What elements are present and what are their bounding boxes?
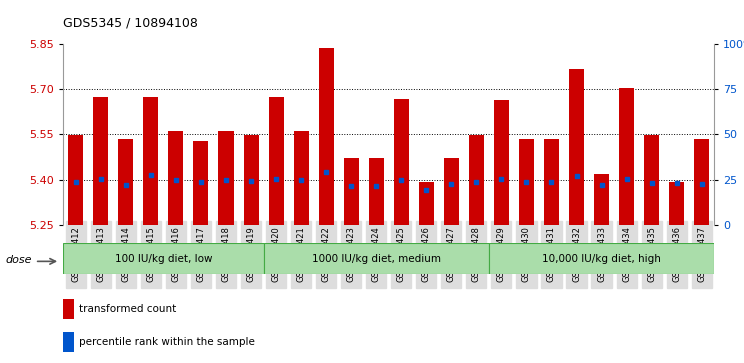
Bar [193, 141, 208, 225]
Bar [269, 97, 283, 225]
Text: dose: dose [6, 255, 33, 265]
Bar [219, 131, 234, 225]
Text: transformed count: transformed count [79, 304, 176, 314]
Text: 100 IU/kg diet, low: 100 IU/kg diet, low [115, 254, 212, 264]
Bar [569, 69, 584, 225]
Bar [694, 139, 709, 225]
Bar [669, 182, 684, 225]
Text: percentile rank within the sample: percentile rank within the sample [79, 337, 254, 347]
Bar [469, 135, 484, 225]
Bar [318, 48, 333, 225]
Bar [118, 139, 133, 225]
Bar [63, 332, 74, 352]
Bar [619, 88, 634, 225]
Text: 1000 IU/kg diet, medium: 1000 IU/kg diet, medium [312, 254, 440, 264]
Bar [644, 135, 659, 225]
Bar [68, 135, 83, 225]
Bar [263, 243, 489, 274]
Bar [63, 299, 74, 319]
Bar [144, 97, 158, 225]
Bar [369, 158, 384, 225]
Bar [394, 99, 408, 225]
Bar [519, 139, 534, 225]
Bar [294, 131, 309, 225]
Bar [63, 243, 263, 274]
Bar [344, 158, 359, 225]
Bar [444, 158, 459, 225]
Bar [243, 135, 259, 225]
Bar [594, 174, 609, 225]
Bar [419, 182, 434, 225]
Text: GDS5345 / 10894108: GDS5345 / 10894108 [63, 16, 198, 29]
Bar [494, 99, 509, 225]
Bar [544, 139, 559, 225]
Text: 10,000 IU/kg diet, high: 10,000 IU/kg diet, high [542, 254, 661, 264]
Bar [489, 243, 714, 274]
Bar [93, 97, 109, 225]
Bar [168, 131, 184, 225]
